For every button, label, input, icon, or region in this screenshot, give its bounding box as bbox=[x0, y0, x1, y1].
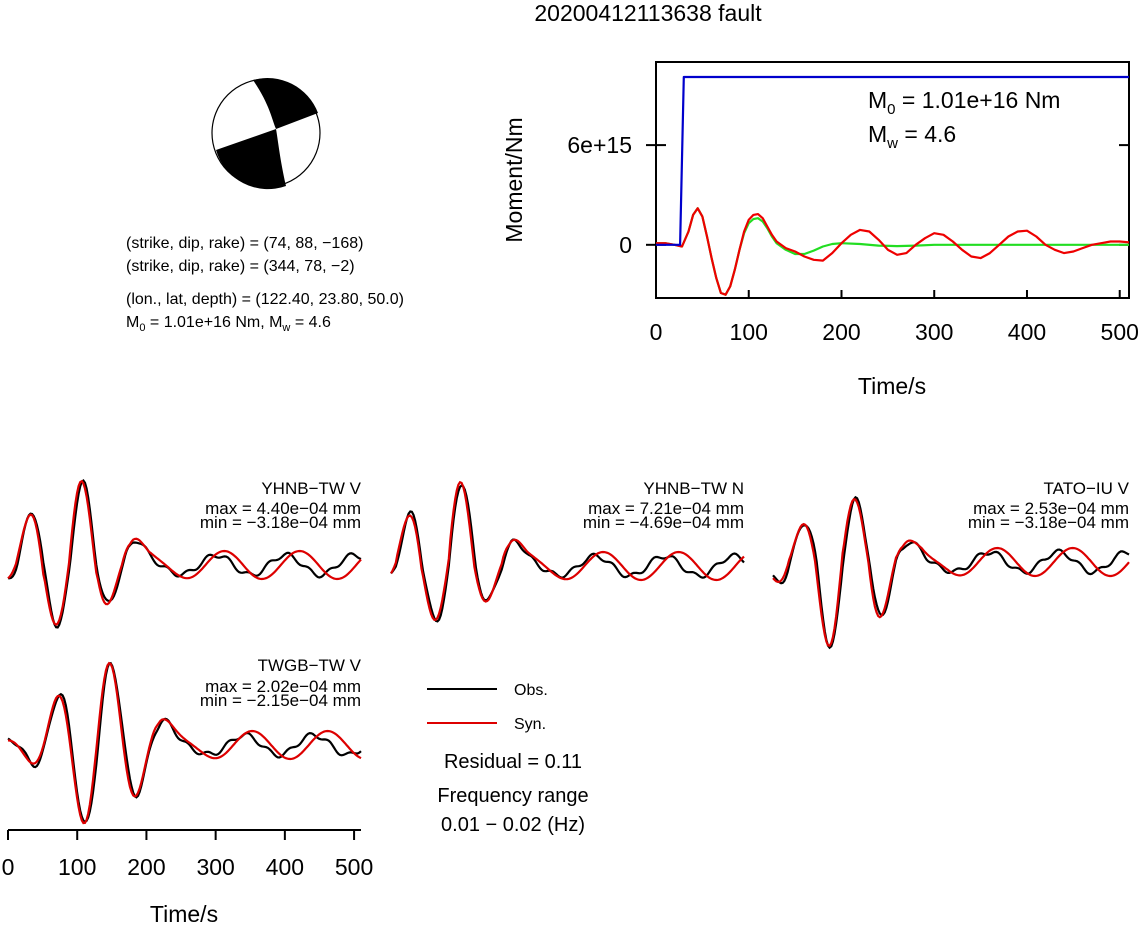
moment-ytick-label: 0 bbox=[619, 232, 632, 258]
mechanism-line-2: (strike, dip, rake) = (344, 78, −2) bbox=[126, 258, 355, 275]
mechanism-line-4: M0 = 1.01e+16 Nm, Mw = 4.6 bbox=[126, 314, 331, 334]
station-label: TWGB−TW V bbox=[258, 656, 362, 675]
min-label: min = −3.18e−04 mm bbox=[968, 513, 1129, 532]
moment-rate-red-line bbox=[656, 207, 1130, 296]
waveform-time-axis: 0 100 200 300 400 500 bbox=[2, 829, 373, 880]
waveform-xtick-label: 300 bbox=[196, 854, 234, 880]
station-label: TATO−IU V bbox=[1044, 479, 1130, 498]
mechanism-line-3: (lon., lat, depth) = (122.40, 23.80, 50.… bbox=[126, 291, 404, 308]
max-label: max = 2.53e−04 mm bbox=[973, 499, 1129, 518]
moment-mw-annotation: Mw = 4.6 bbox=[868, 121, 956, 152]
moment-ylabel: Moment/Nm bbox=[501, 117, 527, 242]
moment-axis-ticks: 0 100 200 300 400 500 0 6e+15 bbox=[567, 132, 1139, 345]
frequency-range-value: 0.01 − 0.02 (Hz) bbox=[441, 814, 585, 836]
waveform-xtick-label: 0 bbox=[2, 854, 15, 880]
moment-m0-annotation: M0 = 1.01e+16 Nm bbox=[868, 87, 1060, 118]
moment-xtick-label: 400 bbox=[1008, 319, 1046, 345]
min-label: min = −2.15e−04 mm bbox=[200, 691, 361, 710]
figure-title: 20200412113638 fault bbox=[534, 0, 762, 26]
mechanism-info: (strike, dip, rake) = (74, 88, −168) (st… bbox=[126, 235, 404, 334]
syn-trace bbox=[390, 480, 745, 621]
residual-label: Residual = 0.11 bbox=[444, 751, 582, 773]
waveform-xtick-label: 500 bbox=[335, 854, 373, 880]
moment-xtick-label: 500 bbox=[1101, 319, 1139, 345]
mechanism-line-1: (strike, dip, rake) = (74, 88, −168) bbox=[126, 235, 363, 252]
max-label: max = 2.02e−04 mm bbox=[205, 677, 361, 696]
syn-trace bbox=[7, 479, 362, 627]
max-label: max = 7.21e−04 mm bbox=[588, 499, 744, 518]
waveform-panel-yhnb-v: YHNB−TW V max = 4.40e−04 mm min = −3.18e… bbox=[7, 479, 362, 629]
waveform-xlabel: Time/s bbox=[150, 901, 218, 927]
moment-cumulative-line bbox=[656, 75, 1129, 246]
waveform-panel-tato-v: TATO−IU V max = 2.53e−04 mm min = −3.18e… bbox=[772, 479, 1130, 650]
waveform-panel-yhnb-n: YHNB−TW N max = 7.21e−04 mm min = −4.69e… bbox=[390, 479, 745, 623]
moment-series-group bbox=[656, 75, 1130, 296]
waveform-xtick-label: 100 bbox=[58, 854, 96, 880]
moment-xtick-label: 300 bbox=[915, 319, 953, 345]
waveform-xtick-label: 200 bbox=[127, 854, 165, 880]
waveform-panels: YHNB−TW V max = 4.40e−04 mm min = −3.18e… bbox=[7, 479, 1130, 825]
moment-xtick-label: 200 bbox=[822, 319, 860, 345]
beachball-icon bbox=[211, 78, 321, 190]
syn-trace bbox=[772, 497, 1130, 648]
legend-obs-label: Obs. bbox=[514, 682, 548, 699]
legend-syn-label: Syn. bbox=[514, 716, 546, 733]
moment-xtick-label: 0 bbox=[650, 319, 663, 345]
min-label: min = −4.69e−04 mm bbox=[583, 513, 744, 532]
frequency-range-label: Frequency range bbox=[437, 785, 588, 807]
moment-xlabel: Time/s bbox=[858, 373, 926, 399]
moment-xtick-label: 100 bbox=[730, 319, 768, 345]
station-label: YHNB−TW N bbox=[643, 479, 744, 498]
moment-ytick-label: 6e+15 bbox=[567, 132, 632, 158]
legend: Obs. Syn. Residual = 0.11 Frequency rang… bbox=[427, 682, 589, 836]
moment-plot-frame bbox=[655, 61, 1130, 299]
syn-trace bbox=[7, 661, 362, 825]
max-label: max = 4.40e−04 mm bbox=[205, 499, 361, 518]
obs-trace bbox=[7, 661, 362, 824]
station-label: YHNB−TW V bbox=[261, 479, 361, 498]
waveform-xtick-label: 400 bbox=[266, 854, 304, 880]
waveform-panel-twgb-v: TWGB−TW V max = 2.02e−04 mm min = −2.15e… bbox=[7, 656, 362, 825]
min-label: min = −3.18e−04 mm bbox=[200, 513, 361, 532]
